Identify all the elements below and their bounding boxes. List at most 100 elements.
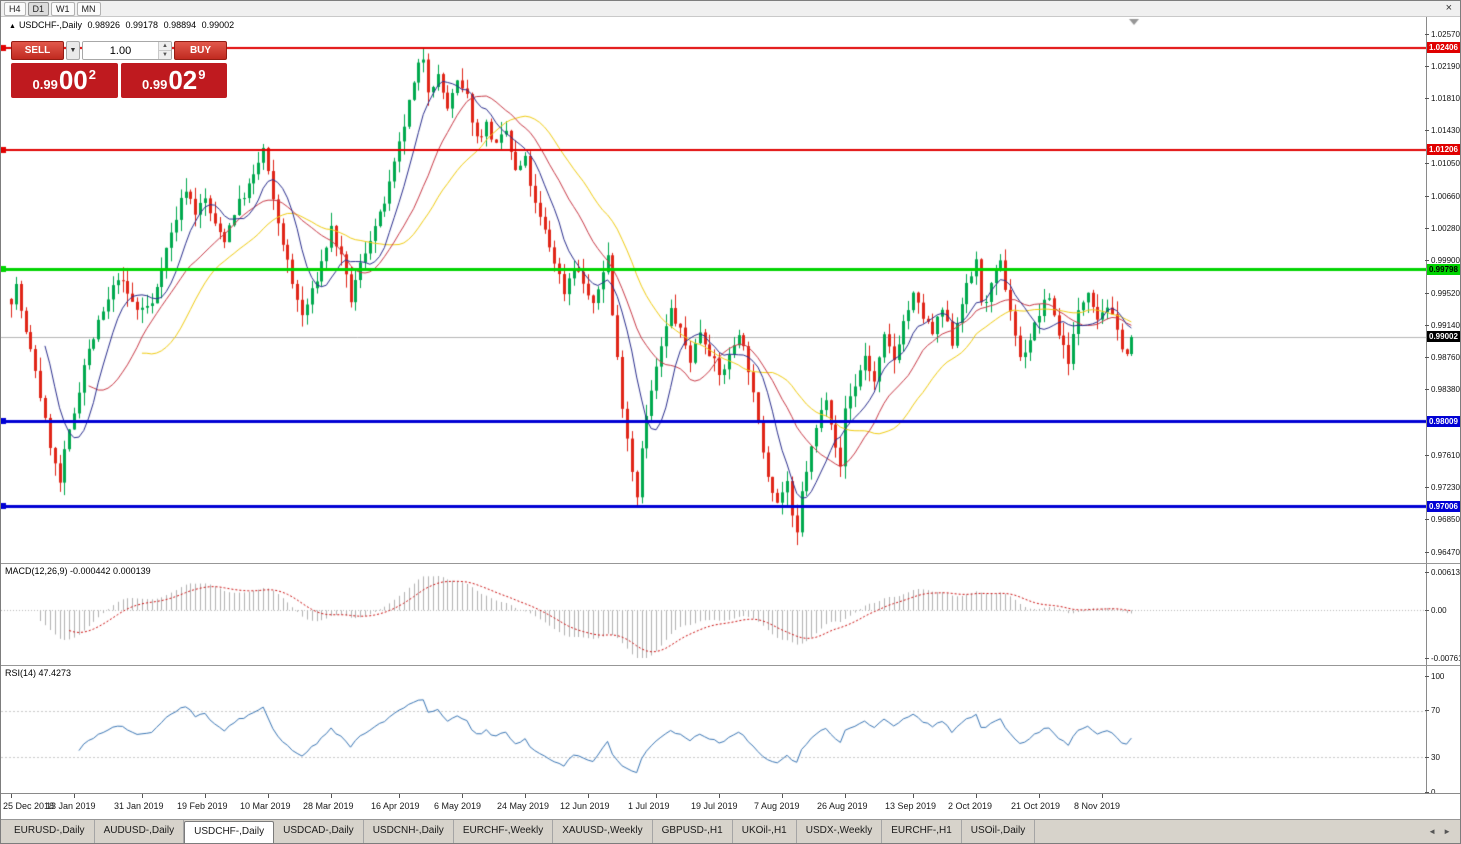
date-label: 24 May 2019 (497, 801, 550, 811)
macd-chart-canvas[interactable] (1, 564, 1426, 665)
tab-eurchf-weekly[interactable]: EURCHF-,Weekly (454, 820, 554, 843)
date-tick (11, 794, 12, 798)
price-axis-tick: 1.01810 (1425, 94, 1460, 104)
ohlc-open: 0.98926 (87, 20, 120, 30)
level-price-label: 1.02406 (1427, 42, 1460, 54)
tab-ukoil-h1[interactable]: UKOil-,H1 (733, 820, 797, 843)
sell-price-pipette: 2 (88, 67, 96, 82)
one-click-trading-panel: SELL ▼ ▲ ▼ BUY 0.99 00 2 0.9 (11, 41, 227, 98)
tab-usdchf-daily[interactable]: USDCHF-,Daily (184, 821, 275, 843)
tab-usdcnh-daily[interactable]: USDCNH-,Daily (364, 820, 454, 843)
tab-eurusd-daily[interactable]: EURUSD-,Daily (5, 820, 95, 843)
buy-price-prefix: 0.99 (142, 77, 168, 92)
date-tick (1039, 794, 1040, 798)
date-tick (268, 794, 269, 798)
close-icon[interactable]: × (1445, 2, 1452, 14)
timeframe-button-w1[interactable]: W1 (51, 1, 75, 16)
date-tick (525, 794, 526, 798)
level-price-label: 1.01206 (1427, 144, 1460, 156)
buy-button[interactable]: BUY (174, 41, 227, 60)
rsi-indicator-panel[interactable]: RSI(14) 47.4273 100 70 30 0 (1, 665, 1460, 793)
timeframe-button-h4[interactable]: H4 (4, 1, 26, 16)
timeframe-button-mn[interactable]: MN (76, 1, 101, 16)
tab-xauusd-weekly[interactable]: XAUUSD-,Weekly (553, 820, 653, 843)
rsi-axis-label: 70 (1425, 706, 1440, 716)
date-tick (205, 794, 206, 798)
price-axis-tick: 0.98760 (1425, 353, 1460, 363)
rsi-axis-label: 0 (1424, 788, 1435, 793)
main-chart-panel[interactable]: ▲ USDCHF-,Daily 0.98926 0.99178 0.98894 0… (1, 17, 1460, 563)
buy-price-pipette: 9 (198, 67, 206, 82)
price-axis-tick: 0.97610 (1425, 450, 1460, 460)
price-axis-tick: 0.99900 (1425, 256, 1460, 266)
sell-button[interactable]: SELL (11, 41, 64, 60)
volume-spinner: ▲ ▼ (158, 42, 171, 59)
buy-price-display[interactable]: 0.99 02 9 (120, 63, 227, 98)
date-tick (782, 794, 783, 798)
price-axis-tick: 1.02570 (1425, 29, 1460, 39)
tab-gbpusd-h1[interactable]: GBPUSD-,H1 (653, 820, 733, 843)
timeframe-button-group: H4 D1 W1 MN (4, 1, 101, 16)
timeframe-button-d1[interactable]: D1 (27, 1, 50, 16)
date-label: 13 Jan 2019 (46, 801, 96, 811)
macd-axis: 0.00613 0.00 -0.00761 (1425, 564, 1460, 665)
date-tick (142, 794, 143, 798)
rsi-chart-canvas[interactable] (1, 666, 1426, 793)
price-axis-tick: 1.01050 (1425, 158, 1460, 168)
sell-price-big-digits: 00 (58, 65, 88, 95)
date-label: 31 Jan 2019 (114, 801, 164, 811)
price-axis-tick: 0.99520 (1425, 288, 1460, 298)
rsi-axis-label: 100 (1424, 671, 1445, 681)
date-label: 26 Aug 2019 (817, 801, 868, 811)
date-label: 21 Oct 2019 (1011, 801, 1061, 811)
date-tick (331, 794, 332, 798)
price-axis-tick: 1.01430 (1425, 126, 1460, 136)
date-label: 8 Nov 2019 (1074, 801, 1121, 811)
date-label: 6 May 2019 (434, 801, 482, 811)
date-label: 16 Apr 2019 (371, 801, 420, 811)
macd-axis-label: 0.00 (1425, 605, 1447, 615)
tab-usdcad-daily[interactable]: USDCAD-,Daily (274, 820, 364, 843)
price-axis-tick: 1.00660 (1425, 191, 1460, 201)
sell-price-prefix: 0.99 (32, 77, 58, 92)
tab-audusd-daily[interactable]: AUDUSD-,Daily (95, 820, 185, 843)
tab-eurchf-h1[interactable]: EURCHF-,H1 (882, 820, 962, 843)
macd-axis-label: -0.00761 (1425, 654, 1460, 663)
current-price-label: 0.99002 (1427, 331, 1460, 343)
date-label: 13 Sep 2019 (885, 801, 937, 811)
price-axis-tick: 0.96470 (1425, 547, 1460, 557)
tab-usdx-weekly[interactable]: USDX-,Weekly (797, 820, 883, 843)
rsi-axis: 100 70 30 0 (1424, 666, 1460, 793)
chart-tab-list: EURUSD-,Daily AUDUSD-,Daily USDCHF-,Daily U… (5, 820, 1036, 843)
date-tick (976, 794, 977, 798)
date-tick (656, 794, 657, 798)
date-tick (913, 794, 914, 798)
chart-symbol-name: USDCHF-,Daily (18, 20, 82, 30)
macd-indicator-panel[interactable]: MACD(12,26,9) -0.000442 0.000139 0.00613… (1, 563, 1460, 665)
volume-input[interactable] (83, 42, 158, 59)
date-label: 10 Mar 2019 (240, 801, 291, 811)
chart-title: ▲ USDCHF-,Daily 0.98926 0.99178 0.98894 0… (9, 20, 237, 30)
timeframe-toolbar: H4 D1 W1 MN × (1, 1, 1460, 17)
date-label: 19 Jul 2019 (691, 801, 738, 811)
chevron-down-icon: ▼ (69, 47, 77, 54)
sell-price-display[interactable]: 0.99 00 2 (11, 63, 118, 98)
trade-panel-dropdown-button[interactable]: ▼ (66, 41, 80, 60)
price-axis-tick: 0.96850 (1425, 515, 1460, 525)
volume-increase-button[interactable]: ▲ (159, 42, 171, 51)
candlestick-chart-canvas[interactable] (1, 17, 1426, 563)
date-tick (462, 794, 463, 798)
ohlc-high: 0.99178 (125, 20, 159, 30)
ohlc-low: 0.98894 (163, 20, 197, 30)
rsi-axis-label: 30 (1425, 752, 1440, 762)
tab-usoil-daily[interactable]: USOil-,Daily (962, 820, 1036, 843)
date-tick (1102, 794, 1103, 798)
price-axis-tick: 1.00280 (1425, 223, 1460, 233)
tabs-scroll-left-button[interactable]: ◄ (1428, 827, 1437, 836)
date-tick (588, 794, 589, 798)
date-label: 1 Jul 2019 (628, 801, 670, 811)
tabs-scroll-right-button[interactable]: ► (1443, 827, 1451, 836)
volume-decrease-button[interactable]: ▼ (159, 51, 171, 59)
date-label: 25 Dec 2018 (3, 801, 55, 811)
